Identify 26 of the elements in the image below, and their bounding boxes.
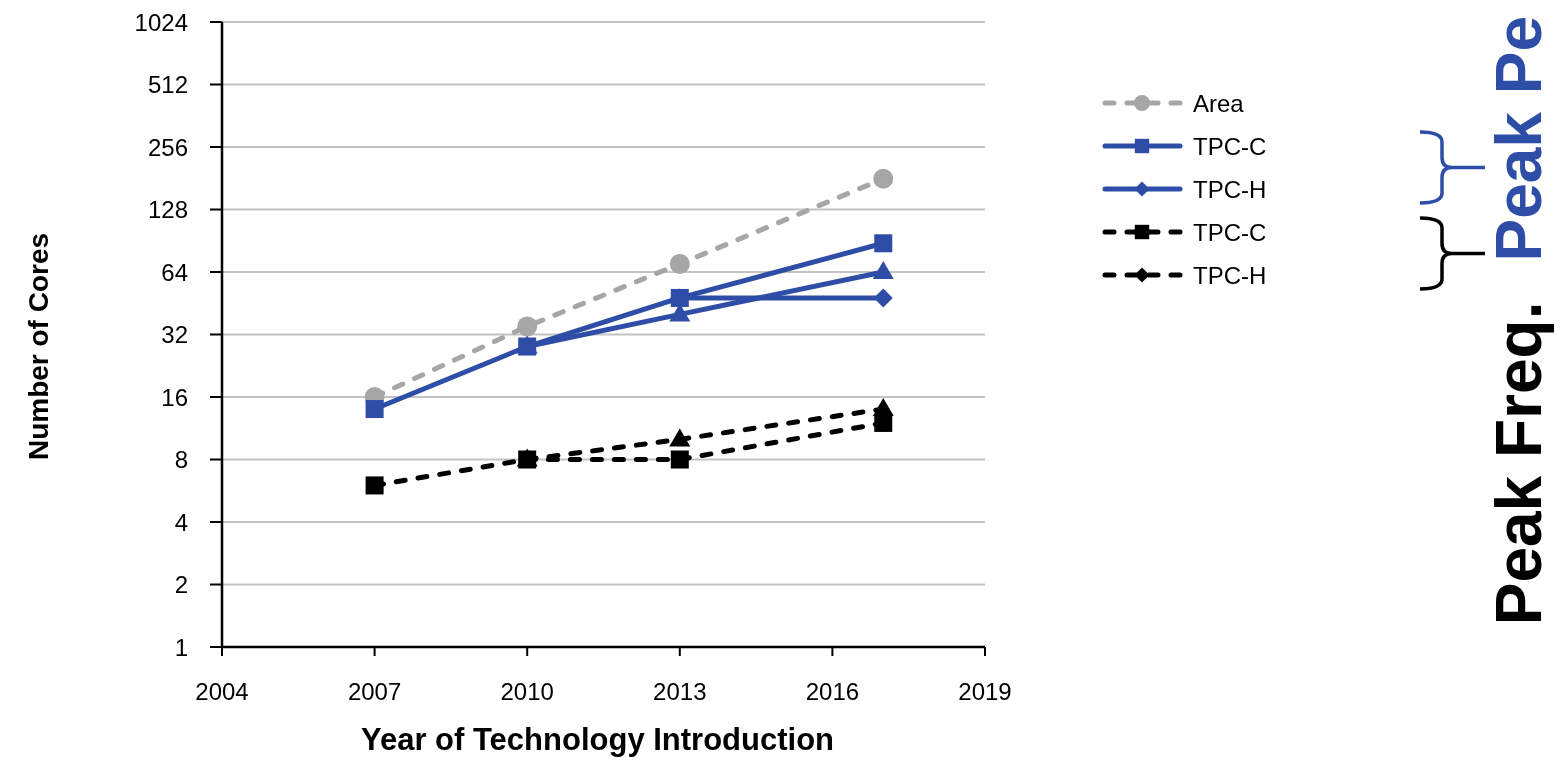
y-tick-label: 1024 [134,8,188,36]
legend-label: TPC-H [1193,261,1267,289]
y-tick-label: 512 [147,71,188,98]
text: Peak Freq. [1483,301,1555,626]
text: Peak Pe [1483,16,1555,262]
x-tick-label: 2010 [500,678,554,705]
y-tick-label: 32 [161,321,188,348]
x-axis-title: Year of Technology Introduction [360,722,835,757]
legend-label: TPC-C [1193,132,1267,160]
x-tick-label: 2004 [195,678,249,705]
x-tick-label: 2013 [653,678,707,705]
x-tick-label: 2007 [347,678,402,705]
legend-label: Area [1193,89,1245,117]
y-tick-label: 2 [174,571,188,598]
y-axis-title: Number of Cores [23,232,54,461]
y-tick-label: 128 [147,196,188,223]
y-tick-label: 256 [147,133,188,161]
legend-label: TPC-H [1193,175,1267,203]
legend-label: TPC-C [1193,218,1267,246]
y-tick-label: 1 [174,633,188,661]
y-tick-label: 8 [174,446,188,473]
y-tick-label: 64 [161,258,188,286]
x-tick-label: 2019 [958,678,1012,705]
y-tick-label: 4 [174,508,188,536]
x-tick-label: 2016 [805,678,860,705]
y-tick-label: 16 [161,383,188,411]
